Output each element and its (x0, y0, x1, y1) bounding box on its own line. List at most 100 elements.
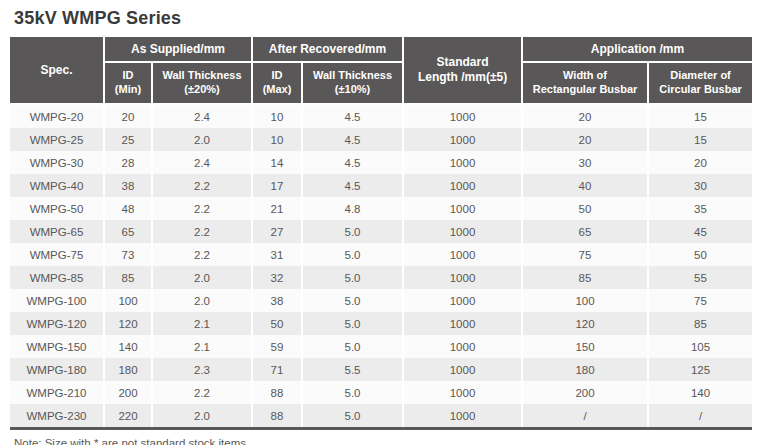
cell-wall-supplied: 2.0 (152, 128, 252, 151)
cell-id-min: 25 (104, 128, 152, 151)
col-header-after-recovered: After Recovered/mm (252, 37, 403, 62)
cell-id-min: 220 (104, 404, 152, 429)
cell-wall-recovered: 5.0 (302, 381, 403, 404)
col-header-wall-thickness-recovered: Wall Thickness (±10%) (302, 62, 403, 104)
cell-spec: WMPG-100 (10, 289, 104, 312)
cell-id-max: 88 (252, 404, 302, 429)
cell-id-max: 38 (252, 289, 302, 312)
cell-width-busbar: / (522, 404, 648, 429)
cell-wall-recovered: 5.0 (302, 266, 403, 289)
cell-id-min: 20 (104, 104, 152, 128)
cell-id-max: 10 (252, 104, 302, 128)
cell-diameter-busbar: 45 (648, 220, 752, 243)
cell-spec: WMPG-30 (10, 151, 104, 174)
table-row: WMPG-65652.2275.010006545 (10, 220, 752, 243)
cell-wall-supplied: 2.1 (152, 312, 252, 335)
cell-id-min: 73 (104, 243, 152, 266)
cell-spec: WMPG-210 (10, 381, 104, 404)
cell-wall-supplied: 2.4 (152, 104, 252, 128)
cell-wall-recovered: 5.0 (302, 243, 403, 266)
cell-wall-supplied: 2.2 (152, 381, 252, 404)
table-row: WMPG-85852.0325.010008555 (10, 266, 752, 289)
cell-spec: WMPG-150 (10, 335, 104, 358)
cell-diameter-busbar: 20 (648, 151, 752, 174)
cell-id-max: 71 (252, 358, 302, 381)
cell-id-min: 120 (104, 312, 152, 335)
table-row: WMPG-30282.4144.510003020 (10, 151, 752, 174)
table-body: WMPG-20202.4104.510002015WMPG-25252.0104… (10, 104, 752, 429)
page: 35kV WMPG Series Spec. As Supplied/mm Af… (0, 0, 762, 445)
cell-diameter-busbar: 30 (648, 174, 752, 197)
table-row: WMPG-2102002.2885.01000200140 (10, 381, 752, 404)
cell-wall-supplied: 2.2 (152, 243, 252, 266)
col-header-id-max: ID (Max) (252, 62, 302, 104)
cell-wall-recovered: 5.0 (302, 404, 403, 429)
cell-width-busbar: 100 (522, 289, 648, 312)
cell-length: 1000 (403, 151, 522, 174)
cell-length: 1000 (403, 220, 522, 243)
header-sub-row: ID (Min) Wall Thickness (±20%) ID (Max) … (10, 62, 752, 104)
cell-id-max: 17 (252, 174, 302, 197)
table-row: WMPG-50482.2214.810005035 (10, 197, 752, 220)
cell-wall-recovered: 4.5 (302, 104, 403, 128)
spec-table: Spec. As Supplied/mm After Recovered/mm … (10, 37, 752, 430)
cell-diameter-busbar: 15 (648, 128, 752, 151)
cell-id-max: 14 (252, 151, 302, 174)
cell-id-min: 65 (104, 220, 152, 243)
cell-id-min: 140 (104, 335, 152, 358)
cell-diameter-busbar: 35 (648, 197, 752, 220)
cell-wall-supplied: 2.0 (152, 404, 252, 429)
cell-length: 1000 (403, 104, 522, 128)
table-row: WMPG-1501402.1595.01000150105 (10, 335, 752, 358)
table-row: WMPG-1001002.0385.0100010075 (10, 289, 752, 312)
table-row: WMPG-40382.2174.510004030 (10, 174, 752, 197)
cell-length: 1000 (403, 266, 522, 289)
cell-diameter-busbar: 55 (648, 266, 752, 289)
cell-spec: WMPG-20 (10, 104, 104, 128)
cell-wall-recovered: 4.5 (302, 174, 403, 197)
col-header-as-supplied: As Supplied/mm (104, 37, 252, 62)
cell-wall-recovered: 4.5 (302, 128, 403, 151)
cell-width-busbar: 20 (522, 104, 648, 128)
cell-length: 1000 (403, 128, 522, 151)
cell-id-min: 48 (104, 197, 152, 220)
cell-spec: WMPG-85 (10, 266, 104, 289)
table-header: Spec. As Supplied/mm After Recovered/mm … (10, 37, 752, 104)
cell-id-max: 88 (252, 381, 302, 404)
cell-width-busbar: 85 (522, 266, 648, 289)
cell-length: 1000 (403, 197, 522, 220)
cell-spec: WMPG-50 (10, 197, 104, 220)
cell-wall-recovered: 5.0 (302, 312, 403, 335)
cell-diameter-busbar: 140 (648, 381, 752, 404)
cell-wall-recovered: 5.0 (302, 220, 403, 243)
cell-id-max: 27 (252, 220, 302, 243)
cell-wall-recovered: 4.5 (302, 151, 403, 174)
table-row: WMPG-1201202.1505.0100012085 (10, 312, 752, 335)
cell-id-min: 100 (104, 289, 152, 312)
col-header-width-busbar: Width of Rectangular Busbar (522, 62, 648, 104)
cell-spec: WMPG-180 (10, 358, 104, 381)
cell-width-busbar: 120 (522, 312, 648, 335)
cell-id-min: 28 (104, 151, 152, 174)
cell-width-busbar: 30 (522, 151, 648, 174)
cell-wall-supplied: 2.2 (152, 220, 252, 243)
cell-wall-recovered: 5.5 (302, 358, 403, 381)
cell-id-max: 50 (252, 312, 302, 335)
cell-length: 1000 (403, 174, 522, 197)
cell-id-max: 32 (252, 266, 302, 289)
header-group-row: Spec. As Supplied/mm After Recovered/mm … (10, 37, 752, 62)
cell-length: 1000 (403, 243, 522, 266)
cell-wall-recovered: 5.0 (302, 289, 403, 312)
cell-diameter-busbar: 125 (648, 358, 752, 381)
cell-id-min: 180 (104, 358, 152, 381)
cell-width-busbar: 20 (522, 128, 648, 151)
cell-length: 1000 (403, 358, 522, 381)
cell-spec: WMPG-40 (10, 174, 104, 197)
page-title: 35kV WMPG Series (14, 8, 752, 29)
table-row: WMPG-1801802.3715.51000180125 (10, 358, 752, 381)
cell-spec: WMPG-75 (10, 243, 104, 266)
col-header-application: Application /mm (522, 37, 752, 62)
cell-wall-supplied: 2.2 (152, 197, 252, 220)
table-row: WMPG-2302202.0885.01000// (10, 404, 752, 429)
cell-id-max: 59 (252, 335, 302, 358)
